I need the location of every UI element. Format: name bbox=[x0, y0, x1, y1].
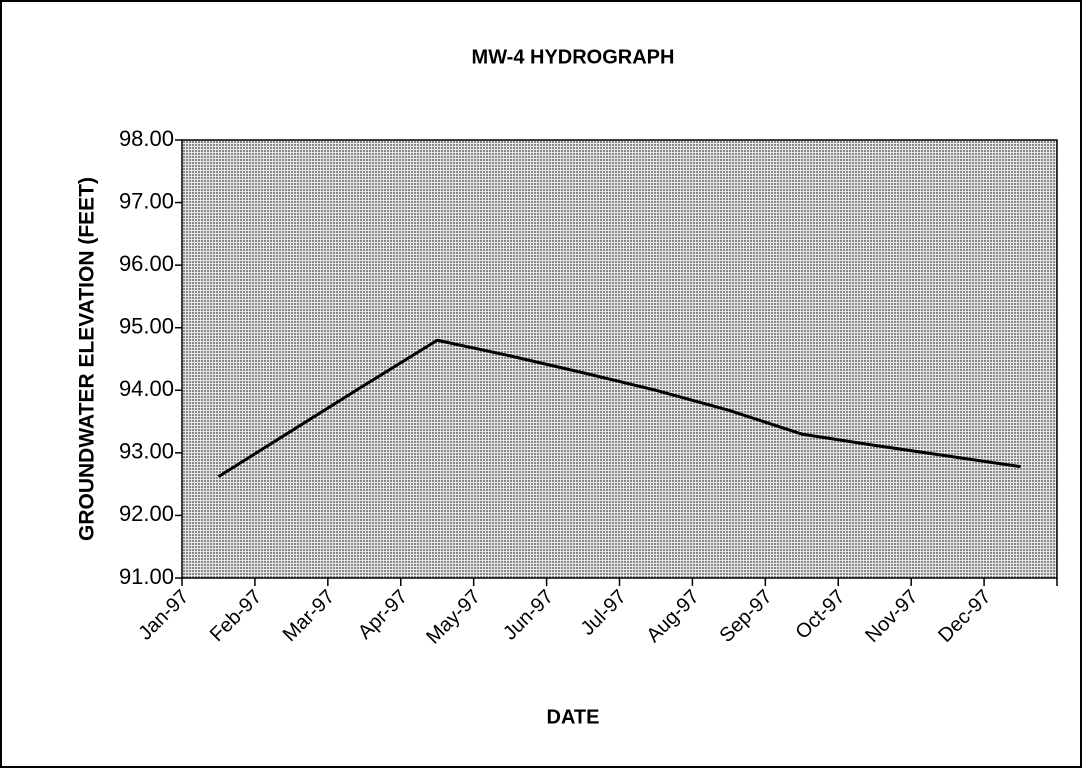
y-tick-label: 95.00 bbox=[119, 314, 174, 339]
y-tick-label: 98.00 bbox=[119, 126, 174, 151]
data-line bbox=[217, 338, 1021, 478]
x-axis-label: DATE bbox=[547, 706, 600, 728]
y-tick-label: 97.00 bbox=[119, 188, 174, 213]
y-tick-label: 91.00 bbox=[119, 564, 174, 589]
plot-area bbox=[181, 139, 1058, 579]
y-tick-label: 92.00 bbox=[119, 501, 174, 526]
y-axis-label: GROUNDWATER ELEVATION (FEET) bbox=[76, 177, 99, 541]
y-tick-label: 93.00 bbox=[119, 439, 174, 464]
chart-title: MW-4 HYDROGRAPH bbox=[472, 46, 675, 68]
y-tick-label: 96.00 bbox=[119, 251, 174, 276]
y-tick-label: 94.00 bbox=[119, 376, 174, 401]
